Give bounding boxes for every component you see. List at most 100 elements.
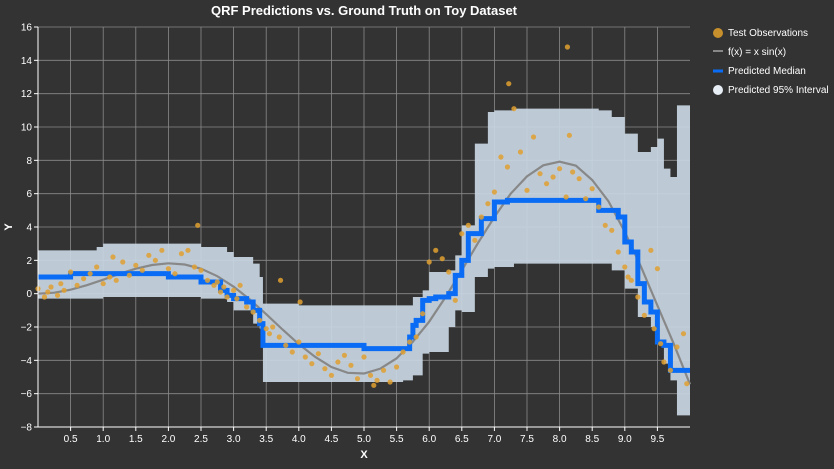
observation-point-48 — [289, 349, 295, 355]
observation-point-72 — [433, 247, 439, 253]
x-tick-label-4: 2.5 — [194, 434, 208, 445]
observation-point-1 — [41, 294, 48, 300]
observation-point-60 — [361, 354, 367, 360]
chart-title: QRF Predictions vs. Ground Truth on Toy … — [211, 3, 518, 18]
y-tick-label-3: −2 — [21, 323, 33, 334]
observation-point-26 — [185, 247, 191, 253]
observation-point-83 — [504, 164, 511, 170]
observation-point-91 — [550, 174, 556, 180]
x-tick-label-8: 4.5 — [324, 434, 338, 445]
x-tick-label-2: 1.5 — [129, 434, 143, 445]
x-tick-label-13: 7.0 — [487, 434, 501, 445]
observation-point-65 — [387, 379, 393, 385]
x-tick-label-9: 5.0 — [357, 434, 371, 445]
observation-point-58 — [348, 362, 354, 368]
observation-point-113 — [661, 359, 667, 365]
observation-point-61 — [367, 372, 374, 378]
observation-point-102 — [609, 227, 615, 233]
observation-point-87 — [524, 187, 530, 193]
x-tick-label-3: 2.0 — [161, 434, 175, 445]
observation-point-77 — [465, 222, 471, 228]
truth-line — [37, 160, 692, 385]
observation-point-14 — [110, 254, 116, 260]
observation-point-53 — [315, 351, 321, 357]
observation-point-12 — [100, 281, 106, 287]
observation-point-37 — [234, 296, 240, 302]
observation-point-114 — [667, 367, 674, 373]
observation-point-67 — [400, 349, 406, 355]
median-layer — [38, 197, 690, 373]
observation-point-22 — [159, 247, 165, 253]
x-tick-label-15: 8.0 — [553, 434, 567, 445]
y-tick-label-12: 16 — [21, 23, 33, 34]
observation-point-86 — [517, 149, 524, 155]
observation-point-15 — [113, 277, 119, 283]
observation-point-97 — [576, 176, 582, 182]
x-tick-label-1: 1.0 — [96, 434, 110, 445]
observation-point-112 — [658, 341, 664, 347]
y-axis-title: Y — [3, 223, 15, 231]
y-tick-label-9: 10 — [21, 123, 33, 134]
observation-point-19 — [139, 267, 145, 273]
observation-point-92 — [557, 166, 563, 172]
observation-point-96 — [570, 169, 576, 175]
observation-point-39 — [244, 304, 250, 310]
x-tick-label-12: 6.5 — [455, 434, 469, 445]
observation-point-28 — [195, 222, 201, 228]
legend-swatch-interval — [713, 85, 723, 95]
x-tick-label-18: 9.5 — [650, 434, 664, 445]
legend-label-observations: Test Observations — [728, 28, 808, 39]
observation-point-99 — [589, 186, 595, 192]
x-tick-label-10: 5.5 — [390, 434, 404, 445]
observation-point-62 — [371, 382, 377, 388]
observation-point-94 — [564, 44, 571, 50]
observation-point-5 — [58, 281, 64, 287]
observation-point-117 — [684, 381, 690, 387]
axes: 0.5 1.0 1.5 2.0 2.5 3.0 3.5 4.0 4.5 5.0 5.5 6.0 6.5 7… — [21, 23, 690, 445]
legend-label-median: Predicted Median — [728, 66, 806, 77]
observation-point-66 — [394, 364, 400, 370]
observation-point-23 — [165, 266, 171, 272]
observation-point-2 — [45, 289, 51, 295]
observation-point-108 — [641, 312, 647, 318]
y-tick-label-11: 14 — [21, 56, 33, 67]
observation-point-111 — [654, 266, 661, 272]
observation-point-71 — [426, 259, 432, 265]
observation-point-76 — [459, 231, 465, 237]
observation-point-115 — [674, 344, 680, 350]
observation-point-74 — [446, 269, 452, 275]
x-tick-label-16: 8.5 — [585, 434, 599, 445]
observation-point-64 — [380, 367, 387, 373]
observation-point-59 — [354, 376, 361, 382]
observation-point-47 — [283, 342, 289, 348]
observation-point-49 — [296, 339, 302, 345]
y-tick-label-7: 6 — [26, 189, 32, 200]
observation-point-107 — [635, 294, 641, 300]
observation-point-30 — [204, 277, 211, 283]
observation-point-40 — [250, 309, 256, 315]
observation-point-9 — [81, 276, 87, 282]
observation-point-38 — [237, 282, 243, 288]
observation-point-27 — [191, 264, 198, 270]
observation-point-45 — [276, 334, 282, 340]
observation-point-7 — [68, 269, 74, 275]
observation-point-6 — [61, 287, 67, 293]
observation-point-57 — [341, 352, 348, 358]
observation-point-116 — [680, 331, 687, 337]
observation-point-50 — [297, 299, 303, 305]
observation-point-63 — [374, 377, 380, 383]
observation-point-100 — [596, 204, 602, 210]
observation-point-88 — [530, 134, 537, 140]
observation-point-85 — [511, 106, 517, 112]
observation-point-110 — [651, 326, 657, 332]
observation-point-16 — [120, 259, 126, 265]
legend-label-truth: f(x) = x sin(x) — [728, 47, 786, 58]
observation-point-73 — [439, 256, 445, 262]
observation-point-70 — [420, 311, 426, 317]
observation-point-93 — [563, 194, 569, 200]
truth-layer — [37, 160, 692, 385]
observation-points — [35, 44, 690, 388]
